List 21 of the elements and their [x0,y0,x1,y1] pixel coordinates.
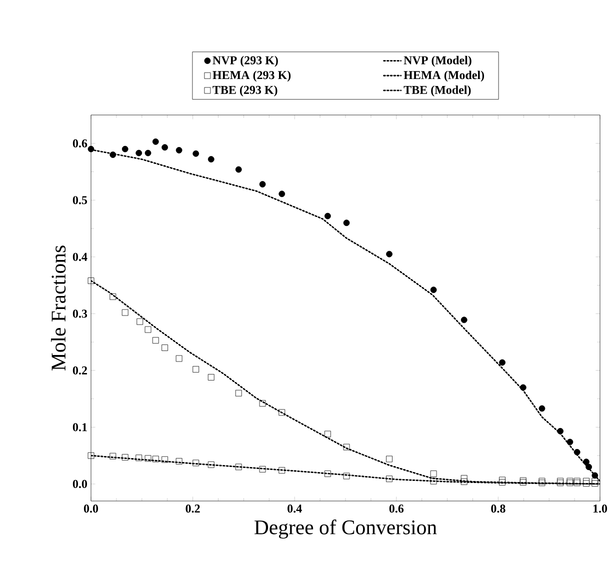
x-tick-label: 1.0 [593,504,608,513]
y-tick-label: 0.4 [72,252,88,261]
x-tick-label: 0.0 [84,504,98,513]
legend-label: HEMA (Model) [404,70,484,82]
legend-label: TBE (293 K) [212,86,278,96]
y-tick-label: 0.2 [72,366,87,375]
legend-label: HEMA (293 K) [212,70,291,82]
legend-label: TBE (Model) [404,86,471,96]
legend-label: NVP (Model) [404,56,472,67]
x-axis-title: Degree of Conversion [254,520,437,539]
y-tick-label: 0.3 [72,310,88,318]
x-tick-label: 0.2 [186,504,200,513]
y-tick-label: 0.6 [72,139,88,148]
x-tick-label: 0.6 [389,504,404,513]
y-tick-label: 0.1 [72,423,87,432]
x-tick-label: 0.8 [491,504,506,513]
y-tick-label: 0.0 [72,480,88,488]
y-tick-label: 0.5 [72,196,88,204]
y-axis-title: Mole Fractions [51,246,66,370]
x-tick-label: 0.4 [288,504,302,513]
legend-label: NVP (293 K) [212,56,278,67]
